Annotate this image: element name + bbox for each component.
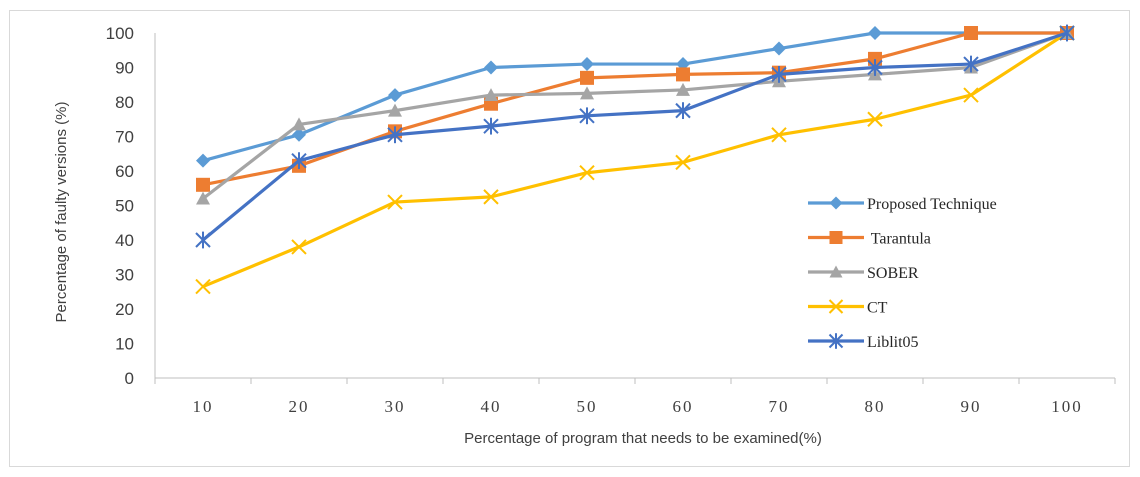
x-tick-label: 80 bbox=[865, 397, 886, 416]
data-point-square bbox=[868, 51, 882, 66]
x-tick-label: 70 bbox=[769, 397, 790, 416]
data-point-diamond bbox=[484, 60, 498, 75]
legend-item: SOBER bbox=[808, 265, 919, 282]
data-point-asterisk bbox=[867, 59, 883, 76]
chart-frame bbox=[9, 10, 1130, 467]
x-tick-label: 90 bbox=[961, 397, 982, 416]
x-tick-label: 10 bbox=[193, 397, 214, 416]
series-line bbox=[202, 31, 1068, 200]
data-point-asterisk bbox=[1059, 24, 1075, 42]
data-point-triangle bbox=[388, 103, 402, 117]
x-tick-label: 60 bbox=[673, 397, 694, 416]
series-line bbox=[202, 31, 1068, 289]
x-tick-label: 40 bbox=[481, 397, 502, 416]
axes bbox=[154, 33, 1116, 384]
x-tick-label: 100 bbox=[1051, 397, 1083, 416]
legend-label: SOBER bbox=[867, 265, 919, 282]
data-point-x bbox=[828, 299, 844, 314]
x-axis-title: Percentage of program that needs to be e… bbox=[464, 430, 822, 447]
y-tick-label: 70 bbox=[115, 128, 134, 147]
data-point-square bbox=[580, 70, 594, 85]
data-point-asterisk bbox=[675, 102, 691, 120]
series-line bbox=[201, 31, 1068, 242]
data-point-asterisk bbox=[828, 333, 844, 349]
data-point-triangle bbox=[580, 86, 594, 100]
data-point-asterisk bbox=[963, 55, 979, 73]
data-point-asterisk bbox=[195, 231, 211, 249]
y-tick-label: 0 bbox=[125, 369, 134, 388]
data-point-x bbox=[291, 239, 307, 255]
series-layer bbox=[195, 24, 1075, 295]
data-point-x bbox=[483, 189, 499, 205]
legend-label: Proposed Technique bbox=[867, 196, 997, 213]
legend: Proposed Technique Tarantula SOBER CT Libli… bbox=[808, 196, 997, 351]
data-point-asterisk bbox=[579, 107, 595, 125]
x-tick-labels: 10 20 30 40 50 60 70 80 90 100 bbox=[193, 397, 1083, 416]
data-point-square bbox=[829, 231, 843, 244]
data-point-triangle bbox=[196, 191, 210, 205]
y-tick-label: 50 bbox=[115, 197, 134, 216]
data-point-x bbox=[771, 127, 787, 143]
data-point-asterisk bbox=[387, 126, 403, 144]
data-point-diamond bbox=[580, 57, 594, 72]
series-line bbox=[202, 31, 1067, 187]
data-point-diamond bbox=[868, 26, 882, 40]
x-tick-label: 50 bbox=[577, 397, 598, 416]
y-tick-label: 90 bbox=[115, 59, 134, 78]
data-point-x bbox=[195, 278, 211, 295]
series-line bbox=[202, 31, 1067, 163]
data-point-triangle bbox=[829, 265, 843, 278]
data-point-diamond bbox=[196, 153, 210, 168]
data-point-triangle bbox=[484, 88, 498, 102]
x-tick-label: 30 bbox=[385, 397, 406, 416]
legend-item: Tarantula bbox=[808, 231, 931, 248]
data-point-x bbox=[387, 194, 403, 210]
data-point-diamond bbox=[388, 88, 402, 103]
data-point-triangle bbox=[292, 117, 306, 131]
legend-item: Proposed Technique bbox=[808, 196, 997, 213]
y-tick-label: 10 bbox=[115, 335, 134, 354]
data-point-triangle bbox=[676, 82, 690, 96]
y-tick-label: 20 bbox=[115, 300, 134, 319]
data-point-x bbox=[867, 111, 883, 127]
y-tick-label: 60 bbox=[115, 162, 134, 181]
y-tick-label: 40 bbox=[115, 231, 134, 250]
data-point-x bbox=[675, 154, 691, 171]
series-proposed-technique bbox=[196, 26, 1074, 168]
y-tick-label: 100 bbox=[106, 24, 134, 43]
data-point-asterisk bbox=[291, 152, 307, 170]
data-point-diamond bbox=[829, 196, 843, 210]
x-tick-label: 20 bbox=[289, 397, 310, 416]
y-axis-title: Percentage of faulty versions (%) bbox=[53, 102, 70, 323]
series-liblit05 bbox=[195, 24, 1075, 249]
legend-label: CT bbox=[867, 300, 888, 317]
data-point-square bbox=[964, 26, 978, 40]
data-point-asterisk bbox=[771, 66, 787, 83]
legend-label: Liblit05 bbox=[867, 334, 919, 351]
data-point-square bbox=[676, 67, 690, 82]
data-point-x bbox=[579, 165, 595, 181]
legend-item: CT bbox=[808, 299, 888, 317]
legend-item: Liblit05 bbox=[808, 333, 919, 351]
y-tick-labels: 0 10 20 30 40 50 60 70 80 90 100 bbox=[106, 24, 134, 388]
y-tick-label: 30 bbox=[115, 266, 134, 285]
series-sober bbox=[196, 26, 1074, 205]
y-tick-label: 80 bbox=[115, 93, 134, 112]
data-point-square bbox=[196, 177, 210, 192]
data-point-asterisk bbox=[483, 117, 499, 135]
data-point-diamond bbox=[772, 41, 786, 56]
data-point-diamond bbox=[292, 127, 306, 142]
legend-label: Tarantula bbox=[867, 231, 931, 248]
data-point-x bbox=[963, 87, 979, 103]
